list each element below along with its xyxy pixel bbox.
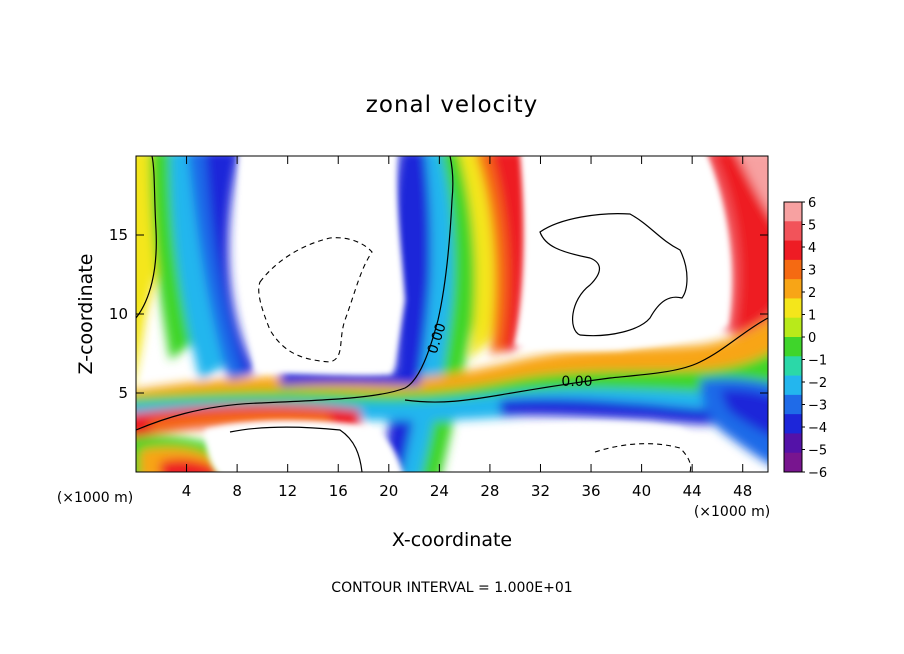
- colorbar-label: 5: [808, 219, 816, 234]
- colorbar-swatch: [784, 433, 802, 454]
- colorbar-swatch: [784, 279, 802, 299]
- colorbar-swatch: [784, 240, 802, 261]
- contour-field: [136, 156, 768, 472]
- colorbar-swatch: [784, 298, 802, 319]
- contour-interval-note: CONTOUR INTERVAL = 1.000E+01: [331, 580, 572, 596]
- colorbar-swatch: [784, 452, 802, 473]
- colorbar-label: −3: [808, 399, 827, 414]
- colorbar-label: −5: [808, 444, 827, 459]
- x-tick-label: 44: [683, 482, 702, 500]
- x-axis-ticks: 4 8 12 16 20 24 28 32 36 40 44 48: [182, 156, 752, 500]
- x-unit-label-right: (×1000 m): [694, 504, 770, 520]
- colorbar-swatch: [784, 375, 802, 396]
- colorbar-label: 6: [808, 196, 816, 211]
- colorbar-label: −1: [808, 354, 827, 369]
- x-tick-label: 16: [329, 482, 348, 500]
- x-tick-label: 8: [232, 482, 242, 500]
- x-tick-label: 28: [480, 482, 499, 500]
- colorbar-label: 3: [808, 264, 816, 279]
- colorbar-label: 2: [808, 286, 816, 301]
- y-axis-ticks: 5 10 15: [109, 226, 768, 402]
- x-tick-label: 24: [430, 482, 449, 500]
- x-tick-label: 32: [531, 482, 550, 500]
- y-tick-label: 10: [109, 305, 128, 323]
- y-tick-label: 15: [109, 226, 128, 244]
- y-tick-label: 5: [118, 384, 128, 402]
- x-unit-label-left: (×1000 m): [57, 490, 133, 506]
- colorbar-label: −6: [808, 466, 827, 481]
- colorbar-label: −2: [808, 376, 827, 391]
- colorbar: 6 5 4 3 2 1 0 −1 −2 −3 −4 −5 −6: [783, 196, 827, 481]
- colorbar-swatch: [784, 356, 802, 377]
- x-tick-label: 36: [581, 482, 600, 500]
- colorbar-swatch: [784, 202, 802, 222]
- contour-label: 0.00: [561, 374, 592, 390]
- colorbar-swatch: [784, 394, 802, 415]
- colorbar-swatch: [784, 414, 802, 434]
- colorbar-label: 4: [808, 241, 816, 256]
- colorbar-swatch: [784, 221, 802, 242]
- colorbar-swatch: [784, 259, 802, 280]
- x-tick-label: 40: [632, 482, 651, 500]
- colorbar-label: 1: [808, 309, 816, 324]
- colorbar-label: 0: [808, 331, 816, 346]
- x-axis-label: X-coordinate: [392, 529, 512, 551]
- colorbar-label: −4: [808, 421, 827, 436]
- colorbar-swatch: [784, 337, 802, 357]
- y-axis-label: Z-coordinate: [75, 254, 97, 375]
- colorbar-swatch: [784, 317, 802, 338]
- x-tick-label: 48: [733, 482, 752, 500]
- x-tick-label: 12: [278, 482, 297, 500]
- chart-title: zonal velocity: [366, 92, 538, 118]
- x-tick-label: 4: [182, 482, 192, 500]
- x-tick-label: 20: [379, 482, 398, 500]
